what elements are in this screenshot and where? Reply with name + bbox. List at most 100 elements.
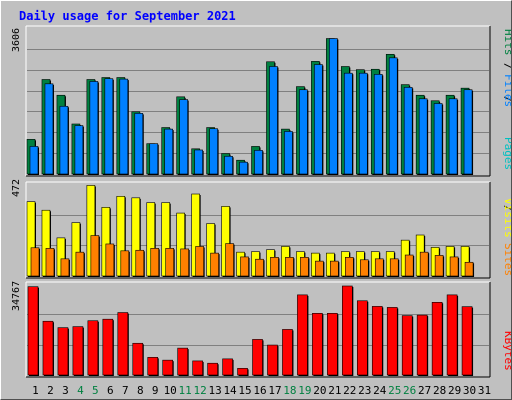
sites-bar [449, 256, 459, 277]
sites-bar [225, 243, 234, 277]
visits-legend: Visits [502, 198, 511, 238]
kbytes-bar [446, 294, 458, 376]
legend-separator: / [502, 96, 511, 103]
legend-separator: / [502, 205, 511, 212]
kbytes-bar [371, 306, 383, 376]
sites-bar [389, 258, 399, 277]
kbytes-bar [327, 313, 338, 376]
sites-bar [315, 260, 324, 277]
hits-max-label: 3606 [11, 28, 22, 52]
files-bar [463, 89, 473, 175]
sites-bar [374, 258, 384, 277]
files-bar [358, 72, 368, 175]
files-bar [239, 161, 248, 175]
kbytes-bar [27, 286, 39, 376]
kbytes-bar [72, 326, 84, 376]
hits-legend: Hits [502, 29, 511, 56]
day-tick-label: 14 [223, 384, 237, 397]
files-bar [418, 98, 428, 175]
files-bar [59, 105, 69, 175]
sites-bar [75, 251, 85, 277]
day-tick-label: 12 [194, 384, 207, 397]
day-tick-label: 2 [47, 384, 54, 397]
sites-bar [120, 250, 130, 277]
sites-bar [434, 255, 444, 277]
day-tick-label: 19 [298, 384, 311, 397]
sites-bar [210, 252, 219, 277]
kbytes-bar [237, 368, 248, 376]
day-tick-label: 7 [122, 384, 129, 397]
day-tick-label: 18 [283, 384, 296, 397]
files-bar [179, 99, 188, 175]
day-tick-label: 29 [448, 384, 461, 397]
sites-bar [404, 254, 414, 277]
files-bar [314, 64, 323, 175]
sites-bar [195, 246, 204, 277]
files-bar [149, 143, 159, 175]
files-bar [89, 81, 99, 175]
kbytes-bar [416, 314, 428, 376]
hits-axis-label: Pages [502, 137, 511, 170]
files-legend: Files [502, 74, 511, 107]
kbytes-bar [461, 306, 473, 376]
day-tick-label: 8 [137, 384, 144, 397]
kbytes-bar [386, 307, 398, 376]
sites-bar [180, 248, 189, 277]
sites-bar [270, 257, 279, 277]
files-bar [284, 131, 293, 175]
kbytes-bar [252, 339, 263, 376]
day-tick-label: 20 [313, 384, 326, 397]
files-bar [329, 38, 338, 175]
files-bar [299, 89, 308, 175]
day-tick-label: 31 [478, 384, 491, 397]
sites-bar [419, 251, 429, 277]
files-bar [74, 125, 84, 175]
day-tick-label: 17 [268, 384, 281, 397]
day-tick-label: 1 [32, 384, 39, 397]
day-tick-label: 6 [107, 384, 114, 397]
files-bar [403, 87, 413, 175]
kbytes-bar [312, 313, 323, 376]
bars [26, 38, 475, 376]
chart-title: Daily usage for September 2021 [19, 9, 236, 23]
day-tick-labels: 1 2 3 4 5 6 7 8 9 10 11 12 13 14 15 16 17 18 19 20 21 22 23 24 2… [32, 384, 491, 397]
files-bar [134, 113, 144, 175]
kbytes-max-label: 34767 [11, 281, 22, 311]
day-tick-label: 16 [253, 384, 266, 397]
files-bar [388, 57, 398, 175]
day-tick-label: 11 [179, 384, 192, 397]
kbytes-bar [162, 359, 174, 376]
day-tick-label: 24 [373, 384, 387, 397]
day-tick-label: 13 [208, 384, 221, 397]
sites-bar [359, 259, 369, 277]
day-tick-label: 25 [388, 384, 401, 397]
day-tick-label: 23 [358, 384, 371, 397]
files-bar [104, 78, 114, 175]
sites-bar [300, 257, 309, 277]
kbytes-bar [342, 285, 353, 376]
files-bar [448, 98, 458, 175]
sites-bar [105, 243, 115, 277]
sites-bar [30, 247, 40, 277]
day-tick-label: 22 [343, 384, 356, 397]
kbytes-bar [431, 301, 443, 376]
sites-bar [60, 258, 70, 277]
files-bar [44, 83, 54, 175]
day-tick-label: 27 [418, 384, 431, 397]
visits-max-label: 472 [11, 179, 22, 197]
files-bar [209, 128, 218, 175]
sites-bar [150, 248, 160, 277]
sites-bar [330, 260, 339, 277]
day-tick-label: 28 [433, 384, 446, 397]
day-tick-label: 26 [403, 384, 416, 397]
sites-bar [165, 248, 175, 277]
files-bar [344, 72, 353, 175]
kbytes-bar [147, 357, 159, 376]
kbytes-bar [267, 344, 278, 376]
sites-bar [345, 257, 354, 277]
day-tick-label: 3 [62, 384, 69, 397]
kbytes-bar [87, 320, 99, 376]
day-tick-label: 4 [77, 384, 84, 397]
day-tick-label: 15 [238, 384, 251, 397]
